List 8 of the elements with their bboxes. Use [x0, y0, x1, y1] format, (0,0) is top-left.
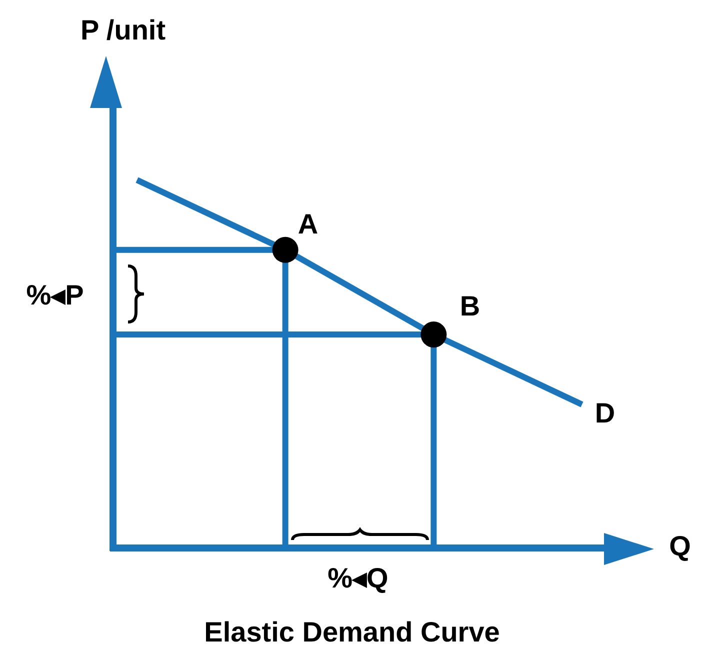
annotation: D — [594, 398, 616, 429]
x-axis-title: Q — [669, 530, 691, 562]
y-axis-title: P /unit — [80, 14, 166, 46]
text: %◂Q — [328, 562, 388, 594]
text: Elastic Demand Curve — [204, 616, 500, 648]
annotation: A — [298, 208, 318, 240]
text: %◂P — [26, 280, 84, 311]
annotation: B — [460, 290, 480, 322]
